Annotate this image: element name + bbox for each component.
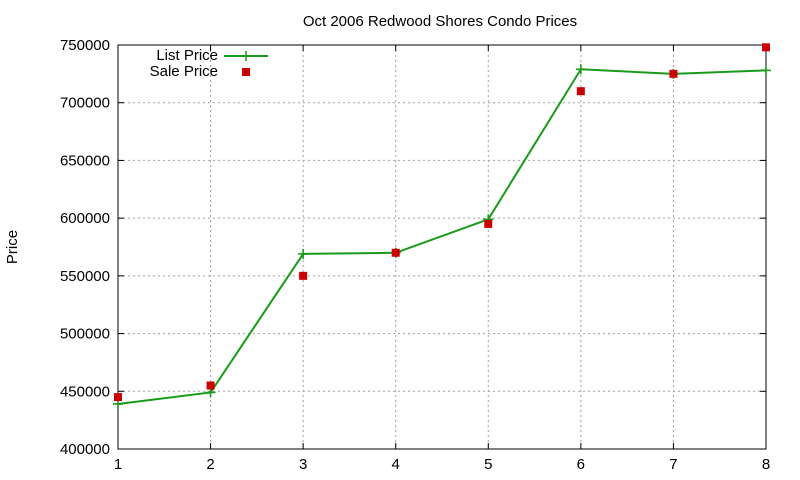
y-tick-label: 500000 (60, 326, 110, 343)
x-tick-label: 2 (206, 456, 214, 473)
x-tick-label: 5 (484, 456, 492, 473)
sale-price-point (206, 381, 215, 390)
sale-price-point (762, 43, 770, 52)
x-tick-label: 7 (669, 456, 677, 473)
sale-price-point (114, 393, 122, 402)
axis-ticks: 1 2 3 4 5 6 7 8 400000 450000 500000 550000 600000 65… (60, 37, 770, 473)
legend-square-marker (242, 68, 250, 76)
data-series (113, 43, 771, 409)
sale-price-point (484, 219, 493, 228)
y-axis-label: Price (4, 230, 21, 264)
y-tick-label: 550000 (60, 268, 110, 285)
list-price-point (298, 248, 309, 259)
sale-price-point (391, 248, 400, 257)
legend-plus-marker (241, 51, 251, 61)
x-tick-label: 4 (392, 456, 400, 473)
legend-label: List Price (156, 47, 218, 64)
x-tick-label: 8 (762, 456, 770, 473)
x-tick-label: 1 (114, 456, 122, 473)
grid-lines (118, 45, 766, 449)
y-tick-label: 650000 (60, 152, 110, 169)
y-tick-label: 700000 (60, 95, 110, 112)
sale-price-point (669, 69, 678, 78)
y-tick-label: 750000 (60, 37, 110, 54)
sale-price-point (299, 271, 308, 280)
y-tick-label: 450000 (60, 383, 110, 400)
x-tick-label: 3 (299, 456, 307, 473)
chart-title: Oct 2006 Redwood Shores Condo Prices (303, 13, 577, 30)
y-tick-label: 600000 (60, 210, 110, 227)
x-tick-label: 6 (577, 456, 585, 473)
y-tick-label: 400000 (60, 441, 110, 458)
list-price-point (575, 64, 586, 75)
list-price-line (117, 68, 767, 405)
list-price-point (761, 65, 771, 76)
plot-frame (117, 44, 767, 450)
legend-label: Sale Price (150, 63, 218, 80)
sale-price-point (576, 87, 585, 96)
